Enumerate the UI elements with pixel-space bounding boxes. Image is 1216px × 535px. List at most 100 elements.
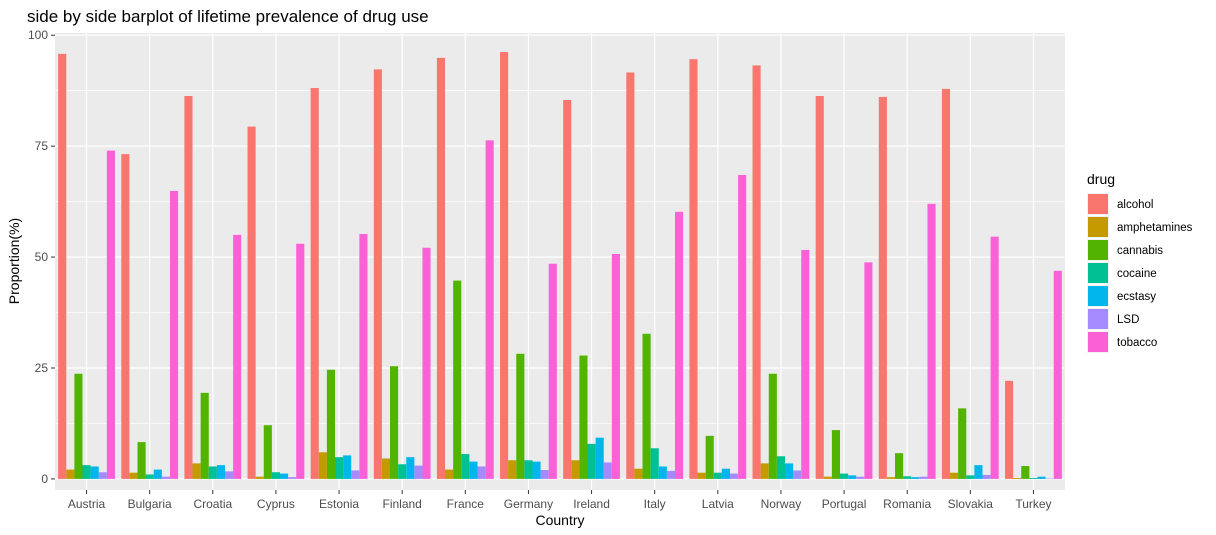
bar-amphetamines-latvia [697, 472, 706, 479]
bar-tobacco-cyprus [296, 243, 305, 479]
bar-cocaine-cyprus [271, 472, 280, 479]
bar-tobacco-finland [422, 247, 431, 479]
bar-ecstasy-ireland [595, 437, 604, 479]
legend-swatch-cocaine [1088, 263, 1108, 283]
bar-alcohol-austria [58, 53, 67, 479]
chart-title: side by side barplot of lifetime prevale… [27, 7, 429, 26]
bar-amphetamines-slovakia [950, 472, 959, 479]
bar-amphetamines-italy [634, 468, 643, 479]
x-tick-label: Austria [68, 497, 106, 511]
bar-lsd-portugal [856, 476, 865, 479]
bar-ecstasy-latvia [721, 468, 730, 479]
bar-tobacco-turkey [1053, 270, 1062, 479]
bar-lsd-bulgaria [161, 476, 170, 479]
bar-cannabis-portugal [831, 430, 841, 479]
plot-background [55, 33, 1065, 490]
y-tick-label: 50 [35, 250, 49, 264]
bar-amphetamines-croatia [192, 463, 201, 479]
bar-ecstasy-finland [406, 457, 415, 479]
bar-alcohol-croatia [184, 96, 193, 479]
x-tick-label: Romania [883, 497, 931, 511]
bar-tobacco-bulgaria [169, 190, 179, 479]
bar-cocaine-turkey [1029, 478, 1038, 479]
bar-amphetamines-cyprus [255, 476, 264, 479]
x-tick-label: Norway [761, 497, 802, 511]
bar-amphetamines-france [445, 469, 454, 479]
bar-lsd-france [477, 466, 486, 479]
bar-cannabis-croatia [200, 392, 209, 479]
bar-ecstasy-estonia [343, 455, 352, 479]
x-axis-title: Country [535, 512, 584, 528]
bar-tobacco-italy [674, 211, 684, 479]
bar-alcohol-italy [626, 72, 635, 479]
bar-alcohol-cyprus [247, 126, 256, 479]
bar-cannabis-austria [74, 373, 83, 479]
bar-lsd-germany [540, 470, 549, 479]
bar-amphetamines-austria [66, 469, 75, 479]
bar-cannabis-slovakia [958, 408, 967, 479]
bar-cocaine-germany [524, 460, 533, 479]
grid-major [55, 33, 1065, 490]
bar-tobacco-norway [801, 249, 810, 479]
x-tick-label: Portugal [822, 497, 867, 511]
bar-lsd-finland [414, 465, 423, 479]
bar-amphetamines-finland [381, 458, 391, 479]
x-tick-label: Ireland [573, 497, 610, 511]
bar-cocaine-estonia [335, 457, 344, 479]
bar-ecstasy-norway [784, 463, 794, 479]
y-tick-label: 25 [35, 361, 49, 375]
bar-lsd-latvia [729, 473, 739, 479]
bar-ecstasy-portugal [848, 475, 857, 479]
legend-swatch-ecstasy [1088, 286, 1108, 306]
bar-tobacco-ireland [611, 253, 620, 479]
bar-alcohol-ireland [563, 99, 572, 479]
bar-cannabis-romania [895, 453, 904, 479]
legend-label-cannabis: cannabis [1117, 245, 1163, 257]
legend-swatch-tobacco [1088, 332, 1108, 352]
x-tick-label: Cyprus [257, 497, 295, 511]
legend-label-tobacco: tobacco [1117, 337, 1157, 349]
bar-ecstasy-cyprus [279, 473, 289, 479]
bars [58, 52, 1062, 479]
y-tick-label: 75 [35, 139, 49, 153]
x-tick-label: Latvia [702, 497, 734, 511]
bar-cocaine-france [461, 454, 470, 479]
bar-alcohol-romania [878, 96, 887, 479]
bar-ecstasy-romania [911, 477, 920, 479]
legend-title: drug [1087, 171, 1115, 187]
bar-cocaine-latvia [713, 472, 722, 479]
bar-ecstasy-bulgaria [153, 469, 162, 479]
x-tick-label: France [447, 497, 485, 511]
bar-amphetamines-ireland [571, 460, 580, 479]
bar-alcohol-finland [373, 69, 382, 479]
bar-ecstasy-turkey [1037, 476, 1046, 479]
bar-alcohol-estonia [310, 88, 319, 479]
bar-cannabis-ireland [579, 355, 588, 479]
x-tick-label: Germany [504, 497, 553, 511]
bar-cannabis-latvia [705, 435, 714, 479]
x-tick-label: Croatia [193, 497, 232, 511]
bar-cannabis-bulgaria [137, 442, 146, 479]
y-tick-label: 100 [28, 28, 48, 42]
bar-ecstasy-germany [532, 461, 541, 479]
bar-lsd-austria [98, 472, 107, 479]
bar-amphetamines-estonia [318, 452, 327, 479]
bar-cocaine-bulgaria [145, 474, 154, 479]
x-axis: Austria Bulgaria Croatia Cyprus Estonia Finla… [68, 490, 1052, 511]
bar-tobacco-austria [106, 150, 115, 479]
legend-label-amphetamines: amphetamines [1117, 222, 1193, 234]
bar-cannabis-italy [642, 333, 651, 479]
bar-cocaine-austria [82, 465, 91, 479]
bar-alcohol-portugal [815, 96, 824, 479]
bar-cocaine-slovakia [966, 475, 975, 479]
bar-lsd-estonia [351, 470, 360, 479]
bar-tobacco-france [485, 140, 494, 479]
bar-lsd-norway [793, 470, 802, 479]
y-axis-title: Proportion(%) [6, 218, 22, 304]
bar-cocaine-romania [903, 476, 912, 479]
x-tick-label: Bulgaria [128, 497, 172, 511]
bar-tobacco-portugal [864, 262, 873, 479]
bar-amphetamines-bulgaria [129, 472, 138, 479]
bar-cannabis-turkey [1021, 466, 1030, 479]
